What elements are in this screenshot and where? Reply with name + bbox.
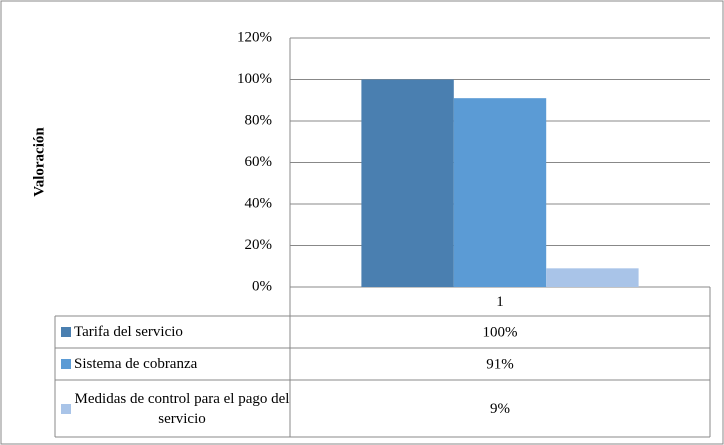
y-tick-label: 120% xyxy=(237,29,272,45)
legend-cell: Tarifa del servicio xyxy=(55,316,290,348)
y-tick-label: 100% xyxy=(237,71,272,87)
y-tick-label: 20% xyxy=(245,237,273,253)
category-label: 1 xyxy=(496,294,504,310)
legend-cell: Sistema de cobranza xyxy=(55,348,290,380)
legend-entry: Tarifa del servicio xyxy=(55,316,290,348)
y-axis-label: Valoración xyxy=(31,127,47,197)
legend-label: Tarifa del servicio xyxy=(74,324,183,340)
bar xyxy=(453,98,547,287)
y-tick-label: 80% xyxy=(245,112,273,128)
legend-entry: Medidas de control para el pago del serv… xyxy=(55,380,290,437)
data-table-value: 9% xyxy=(490,401,510,417)
legend-swatch xyxy=(61,403,71,414)
legend-cell: Medidas de control para el pago del serv… xyxy=(55,380,290,437)
bar xyxy=(361,79,454,287)
y-tick-label: 0% xyxy=(252,278,272,294)
legend-label: Medidas de control para el pago del serv… xyxy=(74,390,290,427)
legend-label: Sistema de cobranza xyxy=(74,356,198,372)
legend-swatch xyxy=(61,359,71,369)
legend-entry: Sistema de cobranza xyxy=(55,348,290,380)
bar xyxy=(546,268,639,287)
legend-swatch xyxy=(61,327,71,337)
y-tick-label: 60% xyxy=(245,154,273,170)
data-table-value: 100% xyxy=(483,324,518,340)
data-table-value: 91% xyxy=(486,356,514,372)
y-tick-label: 40% xyxy=(245,195,273,211)
